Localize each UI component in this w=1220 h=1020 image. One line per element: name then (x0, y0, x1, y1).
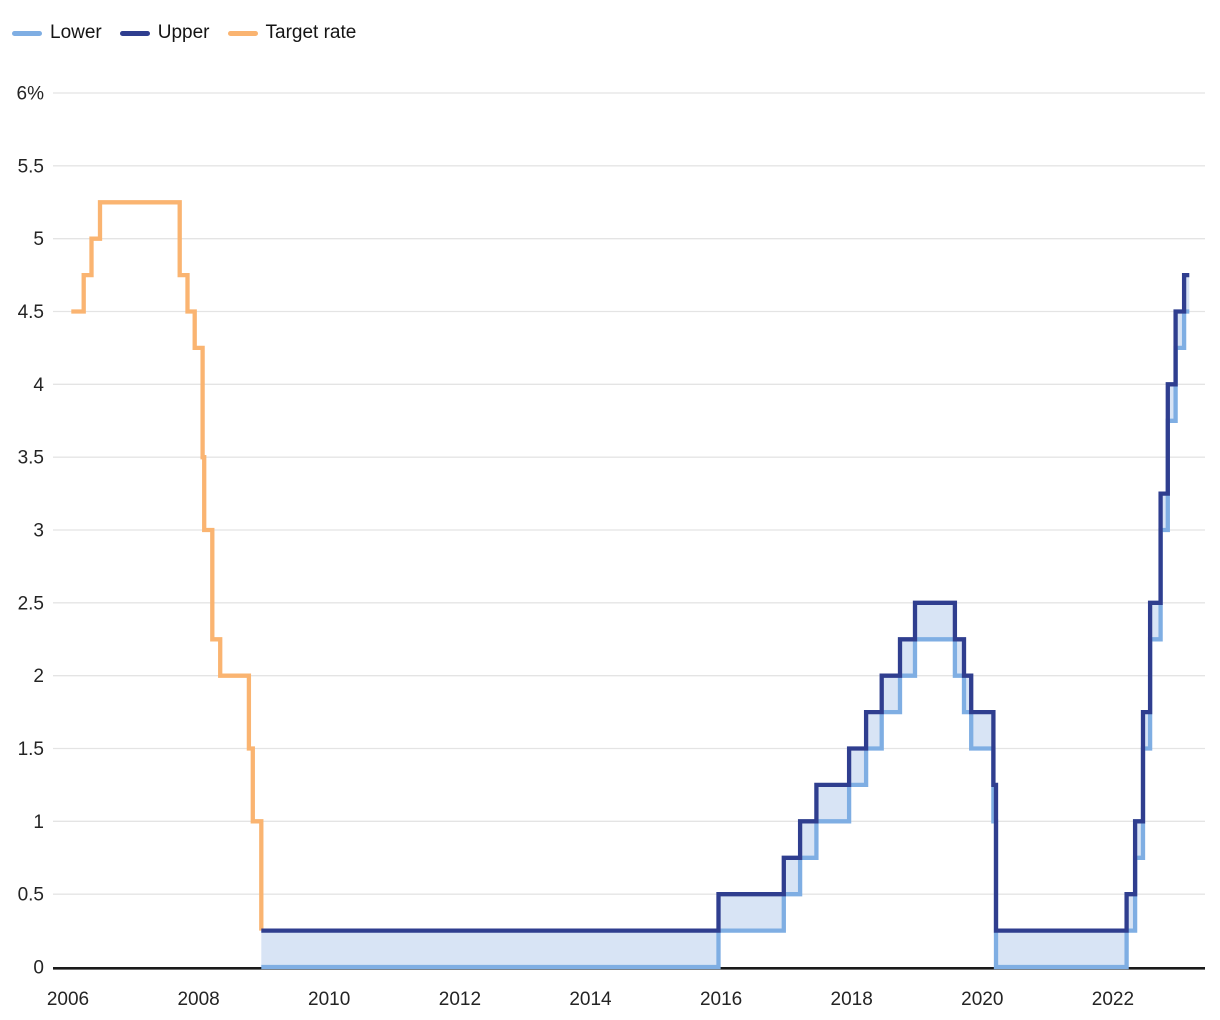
x-tick-label: 2012 (439, 989, 481, 1010)
x-tick-label: 2016 (700, 989, 742, 1010)
y-tick-label: 2 (33, 666, 44, 687)
y-tick-label: 1.5 (18, 739, 44, 760)
upper-line-swatch-icon (119, 30, 150, 36)
target-rate-line-swatch-icon (227, 30, 258, 36)
x-tick-label: 2014 (569, 989, 612, 1010)
legend-item-target-rate: Target rate (227, 21, 357, 45)
series-line-target-rate (71, 200, 264, 931)
y-tick-label: 0.5 (18, 885, 44, 906)
y-tick-label: 3.5 (18, 448, 44, 469)
y-tick-label: 3 (33, 521, 44, 542)
y-tick-label: 1 (33, 812, 44, 833)
y-tick-label: 0 (33, 958, 44, 979)
range-band-fill (261, 275, 1190, 968)
x-tick-label: 2008 (177, 989, 219, 1010)
y-tick-label: 5.5 (18, 156, 44, 177)
y-tick-label: 4 (33, 375, 44, 396)
series-line-upper (261, 272, 1190, 933)
lower-line-swatch-icon (12, 30, 42, 36)
x-tick-label: 2006 (47, 989, 89, 1010)
y-tick-label: 5 (33, 229, 44, 250)
legend-label-lower: Lower (50, 22, 102, 43)
legend-label-target-rate: Target rate (265, 22, 357, 43)
legend: Lower Upper Target rate (12, 21, 356, 45)
x-tick-label: 2022 (1092, 989, 1134, 1010)
y-tick-label: 2.5 (18, 593, 44, 614)
x-tick-label: 2018 (831, 989, 873, 1010)
x-tick-label: 2010 (308, 989, 350, 1010)
x-tick-label: 2020 (961, 989, 1003, 1010)
legend-item-upper: Upper (119, 21, 210, 45)
legend-label-upper: Upper (157, 22, 210, 43)
y-tick-label: 4.5 (18, 302, 44, 323)
y-tick-label: 6% (17, 84, 45, 105)
series-line-lower (261, 309, 1190, 970)
legend-item-lower: Lower (12, 21, 102, 45)
